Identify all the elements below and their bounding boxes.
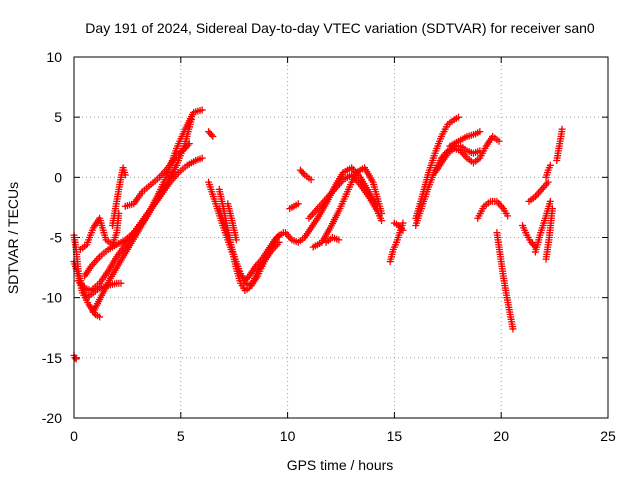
data-point — [96, 313, 104, 321]
data-point — [294, 200, 302, 208]
y-tick-label: -5 — [50, 230, 63, 246]
plot-frame — [73, 56, 609, 419]
x-tick-label: 0 — [70, 428, 78, 444]
chart-title: Day 191 of 2024, Sidereal Day-to-day VTE… — [85, 20, 595, 36]
x-tick-label: 10 — [280, 428, 296, 444]
data-point — [207, 131, 215, 139]
data-point — [454, 113, 462, 121]
y-tick-label: 5 — [54, 109, 62, 125]
data-layer — [70, 106, 566, 363]
data-series-arc-18 — [286, 200, 302, 213]
y-tick-label: -15 — [42, 350, 62, 366]
data-series-arc-16 — [309, 164, 386, 251]
x-tick-label: 20 — [493, 428, 509, 444]
data-series-arc-19 — [296, 166, 315, 184]
data-point — [307, 176, 315, 184]
data-point — [378, 217, 386, 225]
data-series-arc-14 — [205, 128, 217, 140]
y-tick-label: -20 — [42, 410, 62, 426]
data-series-arc-33 — [553, 125, 566, 164]
x-axis-label: GPS time / hours — [287, 457, 394, 473]
data-point — [244, 274, 252, 282]
data-point — [544, 178, 552, 186]
data-series-arc-28 — [493, 229, 517, 333]
data-series-arc-6 — [76, 209, 123, 254]
data-series-arc-8 — [121, 140, 193, 210]
data-series-arc-30 — [525, 178, 552, 205]
data-series-arc-13 — [224, 200, 240, 244]
data-series-arc-7 — [108, 164, 129, 229]
data-point — [117, 279, 125, 287]
y-tick-label: -10 — [42, 290, 62, 306]
data-series-arc-26 — [446, 128, 484, 150]
data-series-arc-32 — [542, 205, 556, 263]
data-point — [546, 197, 554, 205]
y-tick-label: 0 — [54, 169, 62, 185]
data-point — [504, 212, 512, 220]
data-series-arc-21 — [386, 219, 407, 266]
data-series-arc-10 — [205, 178, 283, 285]
data-series-arc-29 — [519, 221, 539, 251]
data-series-arc-5 — [89, 154, 206, 316]
x-tick-label: 5 — [177, 428, 185, 444]
data-series-arc-17 — [305, 171, 386, 225]
data-point — [398, 225, 406, 233]
data-point — [495, 137, 503, 145]
data-series-arc-2 — [70, 258, 104, 321]
data-point — [198, 106, 206, 114]
data-point — [399, 219, 407, 227]
data-point — [399, 226, 407, 234]
x-tick-label: 15 — [387, 428, 403, 444]
x-tick-label: 25 — [600, 428, 616, 444]
data-point — [121, 171, 129, 179]
tick-layer: 0 5 10 15 20 25 10 5 0 -5 -10 -15 -20 — [42, 49, 616, 444]
data-point — [548, 205, 556, 213]
data-point — [185, 140, 193, 148]
data-point — [558, 125, 566, 133]
data-series-arc-12 — [215, 185, 283, 294]
data-point — [509, 325, 517, 333]
data-point — [546, 161, 554, 169]
data-series-arc-31 — [531, 197, 554, 256]
y-axis-label: SDTVAR / TECUs — [5, 182, 21, 294]
grid-layer — [74, 57, 608, 418]
data-point — [476, 128, 484, 136]
data-series-arc-34 — [542, 161, 554, 181]
data-series-arc-25 — [431, 132, 503, 177]
data-series-arc-22 — [390, 219, 407, 234]
data-series-arc-27 — [474, 197, 512, 222]
data-series-arc-20 — [322, 234, 343, 246]
data-point — [198, 154, 206, 162]
data-point — [209, 132, 217, 140]
data-point — [335, 236, 343, 244]
data-series-arc-9 — [70, 351, 80, 363]
data-point — [299, 169, 307, 177]
y-tick-label: 10 — [46, 49, 62, 65]
data-point — [71, 354, 79, 362]
data-point — [184, 141, 192, 149]
data-point — [232, 236, 240, 244]
data-point — [275, 238, 283, 246]
